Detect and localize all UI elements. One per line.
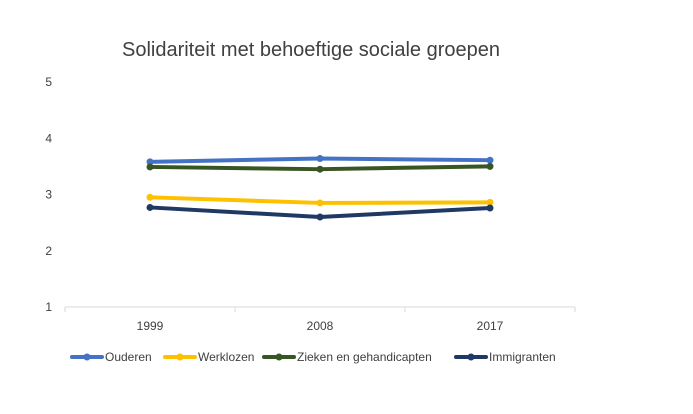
y-tick-label: 5 — [45, 75, 52, 89]
data-point — [146, 203, 154, 211]
legend-item: Werklozen — [163, 350, 254, 364]
data-point — [486, 162, 494, 170]
data-point — [146, 163, 154, 171]
legend-marker — [467, 353, 475, 361]
data-point — [316, 213, 324, 221]
legend-item: Zieken en gehandicapten — [262, 350, 432, 364]
x-tick-label: 2008 — [307, 319, 334, 333]
data-point — [146, 193, 154, 201]
legend-marker — [83, 353, 91, 361]
data-point — [316, 155, 324, 162]
series-immigranten — [146, 203, 494, 221]
series-ouderen — [146, 155, 494, 166]
legend-marker — [176, 353, 184, 361]
data-point — [486, 156, 494, 164]
series-layer — [146, 155, 494, 221]
data-point — [316, 165, 324, 173]
legend-label: Werklozen — [198, 350, 254, 364]
legend: Ouderen Werklozen Zieken en gehandicapten I… — [70, 350, 556, 364]
legend-label: Zieken en gehandicapten — [297, 350, 432, 364]
data-point — [486, 204, 494, 212]
chart-title: Solidariteit met behoeftige sociale groe… — [122, 39, 500, 61]
series-zieken-en-gehandicapten — [146, 162, 494, 173]
series-werklozen — [146, 193, 494, 207]
y-tick-label: 4 — [45, 131, 52, 145]
legend-item: Ouderen — [70, 350, 152, 364]
legend-label: Immigranten — [489, 350, 556, 364]
x-tick-label: 1999 — [137, 319, 164, 333]
x-tick-label: 2017 — [477, 319, 504, 333]
y-tick-label: 1 — [45, 300, 52, 314]
y-tick-label: 2 — [45, 244, 52, 258]
legend-marker — [275, 353, 283, 361]
legend-item: Immigranten — [454, 350, 556, 364]
axis-layer: 1 2 3 4 5 1999 2008 2017 — [45, 75, 576, 333]
legend-label: Ouderen — [105, 350, 152, 364]
data-point — [316, 199, 324, 207]
y-tick-label: 3 — [45, 188, 52, 202]
data-point — [486, 198, 494, 206]
data-point — [146, 158, 154, 166]
